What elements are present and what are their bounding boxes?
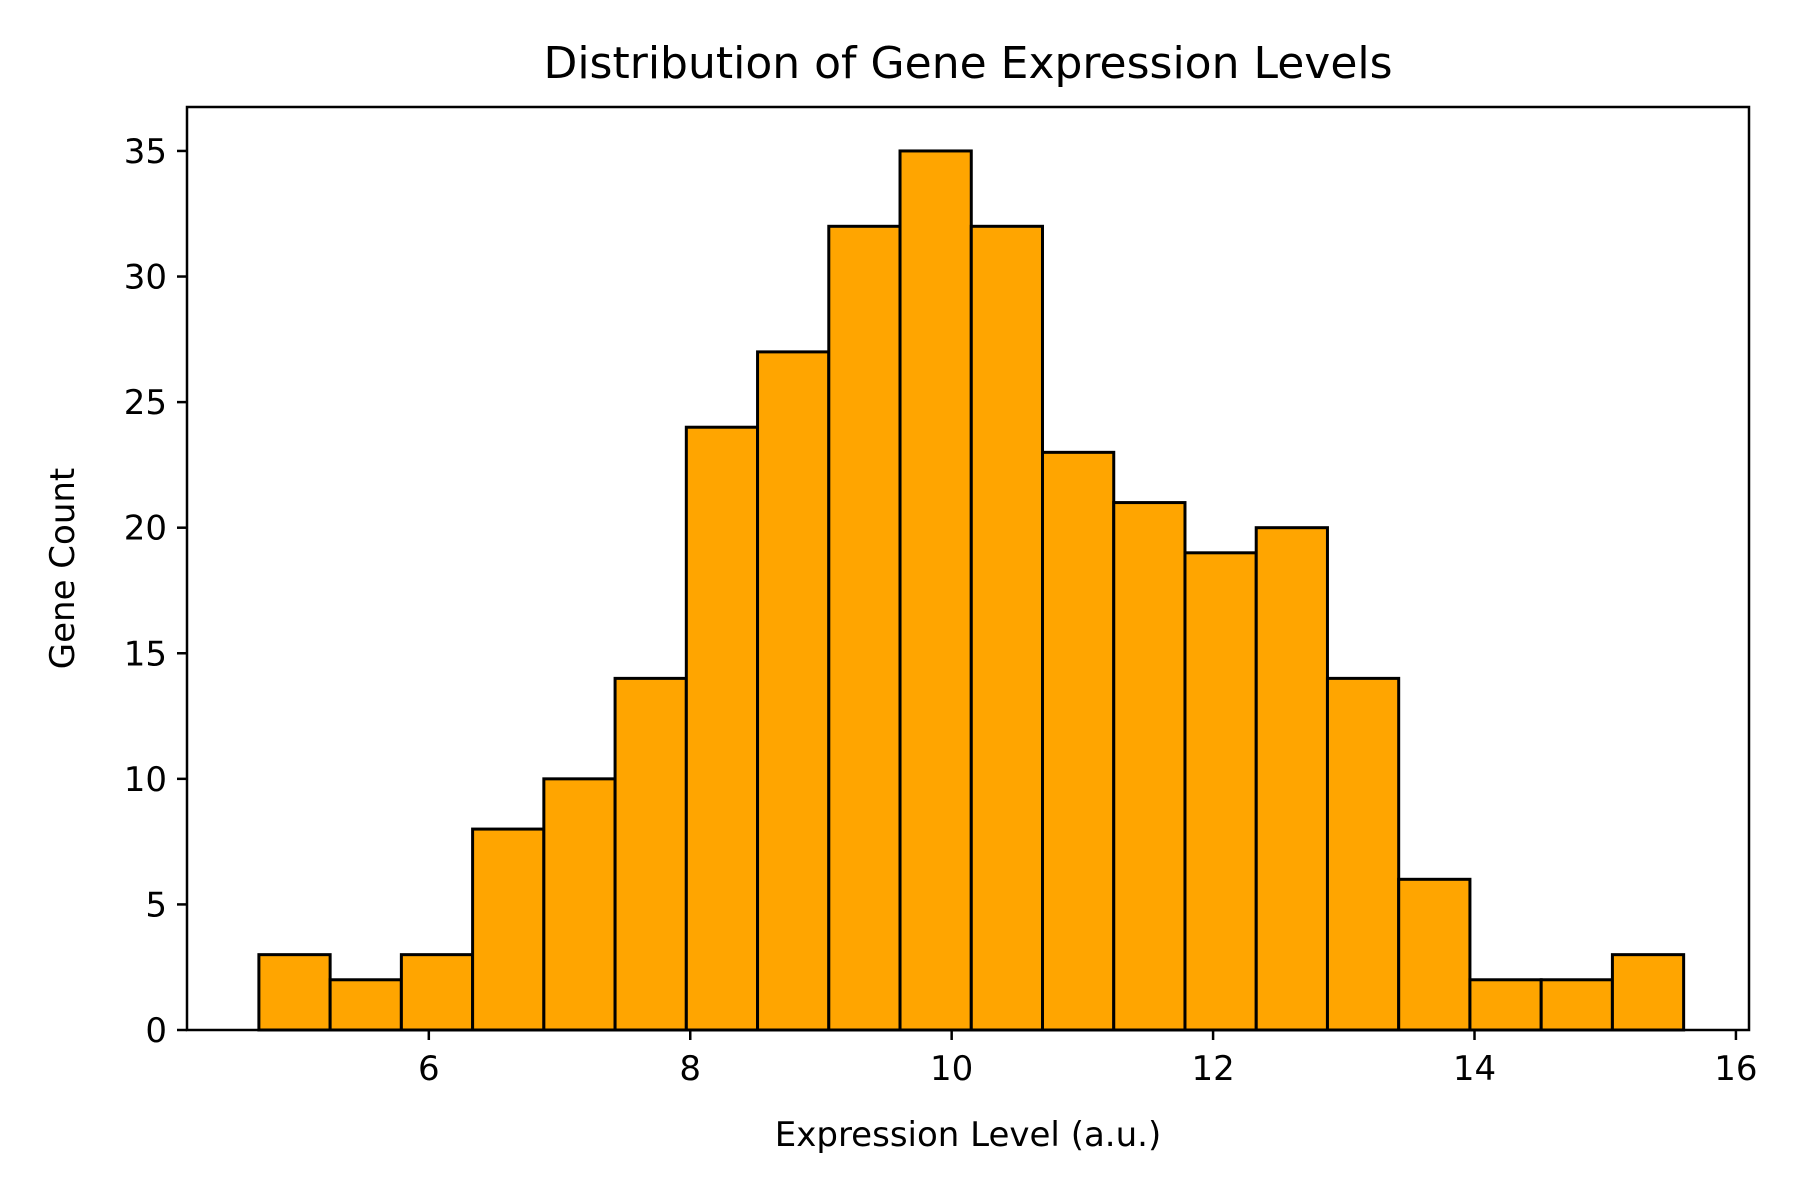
histogram-bar (1539, 978, 1614, 1032)
chart-title: Distribution of Gene Expression Levels (543, 38, 1392, 89)
x-tick-label: 14 (1453, 1049, 1496, 1089)
histogram-bar (328, 978, 403, 1032)
bars-layer (257, 149, 1686, 1032)
y-tick-label: 20 (124, 509, 167, 549)
histogram-bar (399, 953, 475, 1032)
y-tick-label: 0 (145, 1011, 167, 1051)
histogram-bar (1112, 501, 1187, 1032)
y-tick-label: 25 (124, 383, 167, 423)
histogram-bar (969, 224, 1045, 1032)
histogram-bar (613, 676, 688, 1032)
x-tick-label: 6 (418, 1049, 440, 1089)
histogram-bar (1610, 953, 1686, 1032)
plot-frame (185, 105, 1751, 1032)
x-tick-label: 8 (679, 1049, 701, 1089)
histogram-bar (257, 953, 332, 1032)
histogram-bar (471, 827, 546, 1032)
y-tick-label: 5 (145, 885, 167, 925)
y-tick-label: 10 (124, 760, 167, 800)
histogram-bar (1397, 877, 1472, 1032)
x-tick-label: 12 (1191, 1049, 1234, 1089)
histogram-bar (827, 224, 902, 1032)
y-tick-label: 15 (124, 634, 167, 674)
histogram-bar (898, 149, 973, 1032)
histogram-bar (1183, 551, 1258, 1032)
histogram-bar (1325, 676, 1401, 1032)
y-axis-label: Gene Count (43, 468, 83, 670)
histogram-bar (756, 350, 831, 1032)
x-tick-label: 10 (930, 1049, 973, 1089)
histogram-bar (542, 777, 617, 1032)
histogram-bar (1041, 450, 1116, 1032)
y-tick-label: 35 (124, 132, 167, 172)
histogram-bar (1254, 526, 1329, 1032)
x-tick-label: 16 (1714, 1049, 1757, 1089)
histogram-bar (1468, 978, 1543, 1032)
x-axis-label: Expression Level (a.u.) (775, 1115, 1161, 1155)
y-tick-label: 30 (124, 258, 167, 298)
histogram-bar (684, 425, 760, 1032)
axes-layer: 6 8 10 12 14 16 0 5 10 15 20 25 30 35 (124, 105, 1758, 1089)
